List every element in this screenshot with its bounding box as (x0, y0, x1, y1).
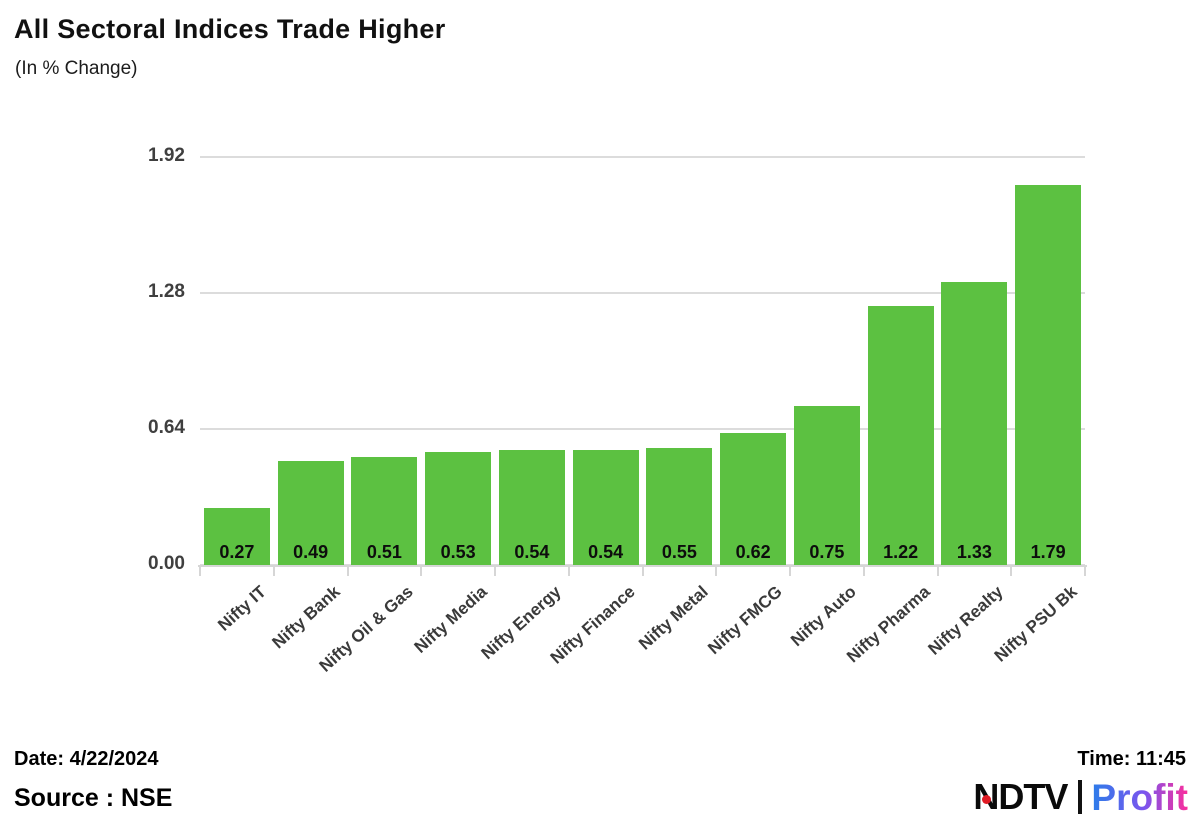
bar-value-label: 0.62 (735, 542, 771, 562)
bar-value-label: 0.54 (514, 542, 550, 562)
bar-nifty-it: 0.27 (203, 508, 270, 565)
bar-nifty-auto: 0.75 (793, 406, 860, 565)
x-axis-tick-mark (715, 567, 718, 576)
bar-chart-plot-area: 0.00 0.64 1.28 1.92 0.27 Nifty IT 0.49 Nifty Ba… (148, 145, 1087, 676)
x-axis-category-label: Nifty Pharma (842, 582, 934, 667)
x-axis-line (198, 565, 1087, 567)
bar-nifty-psu-bk: 1.79 (1015, 185, 1082, 565)
bar-value-label: 0.54 (588, 542, 624, 562)
y-axis-tick-label: 0.00 (148, 553, 185, 574)
bar-value-label: 1.33 (956, 542, 992, 562)
bar-nifty-oil-gas: 0.51 (351, 457, 418, 565)
profit-logo-text: Profit (1091, 776, 1188, 818)
gridline (200, 156, 1085, 158)
bar-nifty-finance: 0.54 (572, 450, 639, 565)
chart-title: All Sectoral Indices Trade Higher (14, 14, 446, 44)
x-axis-tick-mark (1010, 567, 1013, 576)
ndtv-profit-logo: NDTV Profit (973, 774, 1188, 820)
chart-subtitle: (In % Change) (15, 58, 138, 79)
x-axis-category-label: Nifty Bank (268, 582, 344, 653)
bar-value-label: 0.75 (809, 542, 845, 562)
x-axis-tick-mark (199, 567, 201, 576)
bar-value-label: 1.79 (1030, 542, 1066, 562)
y-axis-tick-label: 1.92 (148, 145, 185, 166)
x-axis-category-label: Nifty FMCG (704, 582, 786, 659)
x-axis-tick-mark (567, 567, 570, 576)
x-axis-tick-mark (346, 567, 349, 576)
bar-nifty-realty: 1.33 (941, 282, 1008, 565)
bar-value-label: 0.49 (293, 542, 329, 562)
gridline (200, 292, 1085, 294)
bar-nifty-pharma: 1.22 (867, 306, 934, 565)
time-label: Time: 11:45 (1077, 748, 1186, 770)
bar-value-label: 0.53 (440, 542, 476, 562)
ndtv-logo-red-dot (982, 795, 991, 804)
bar-value-label: 0.27 (219, 542, 255, 562)
x-axis-tick-mark (1084, 567, 1086, 576)
bar-nifty-energy: 0.54 (498, 450, 565, 565)
logo-separator-bar (1078, 780, 1083, 814)
x-axis-category-label: Nifty Energy (477, 582, 565, 664)
x-axis-category-label: Nifty PSU Bk (990, 582, 1081, 666)
bar-nifty-fmcg: 0.62 (720, 433, 787, 565)
x-axis-category-label: Nifty Finance (546, 582, 639, 668)
y-axis-tick-label: 1.28 (148, 281, 185, 302)
bar-nifty-media: 0.53 (425, 452, 492, 565)
bar-value-label: 1.22 (883, 542, 919, 562)
x-axis-tick-mark (272, 567, 275, 576)
x-axis-category-label: Nifty Oil & Gas (315, 582, 418, 676)
x-axis-category-label: Nifty Media (410, 582, 491, 657)
x-axis-tick-mark (789, 567, 791, 576)
x-axis-category-label: Nifty IT (214, 582, 270, 635)
x-axis-tick-mark (494, 567, 496, 576)
y-axis-tick-label: 0.64 (148, 417, 185, 438)
x-axis-tick-mark (936, 567, 939, 576)
bar-nifty-metal: 0.55 (646, 448, 713, 565)
x-axis-category-label: Nifty Realty (924, 582, 1008, 659)
date-label: Date: 4/22/2024 (14, 748, 159, 770)
source-label: Source : NSE (14, 784, 173, 812)
x-axis-tick-mark (862, 567, 865, 576)
gridline (200, 428, 1085, 430)
bar-nifty-bank: 0.49 (277, 461, 344, 565)
x-axis-tick-mark (641, 567, 644, 576)
bar-value-label: 0.55 (661, 542, 697, 562)
x-axis-tick-mark (420, 567, 423, 576)
x-axis-category-label: Nifty Metal (635, 582, 713, 654)
x-axis-category-label: Nifty Auto (786, 582, 860, 651)
bar-value-label: 0.51 (366, 542, 402, 562)
